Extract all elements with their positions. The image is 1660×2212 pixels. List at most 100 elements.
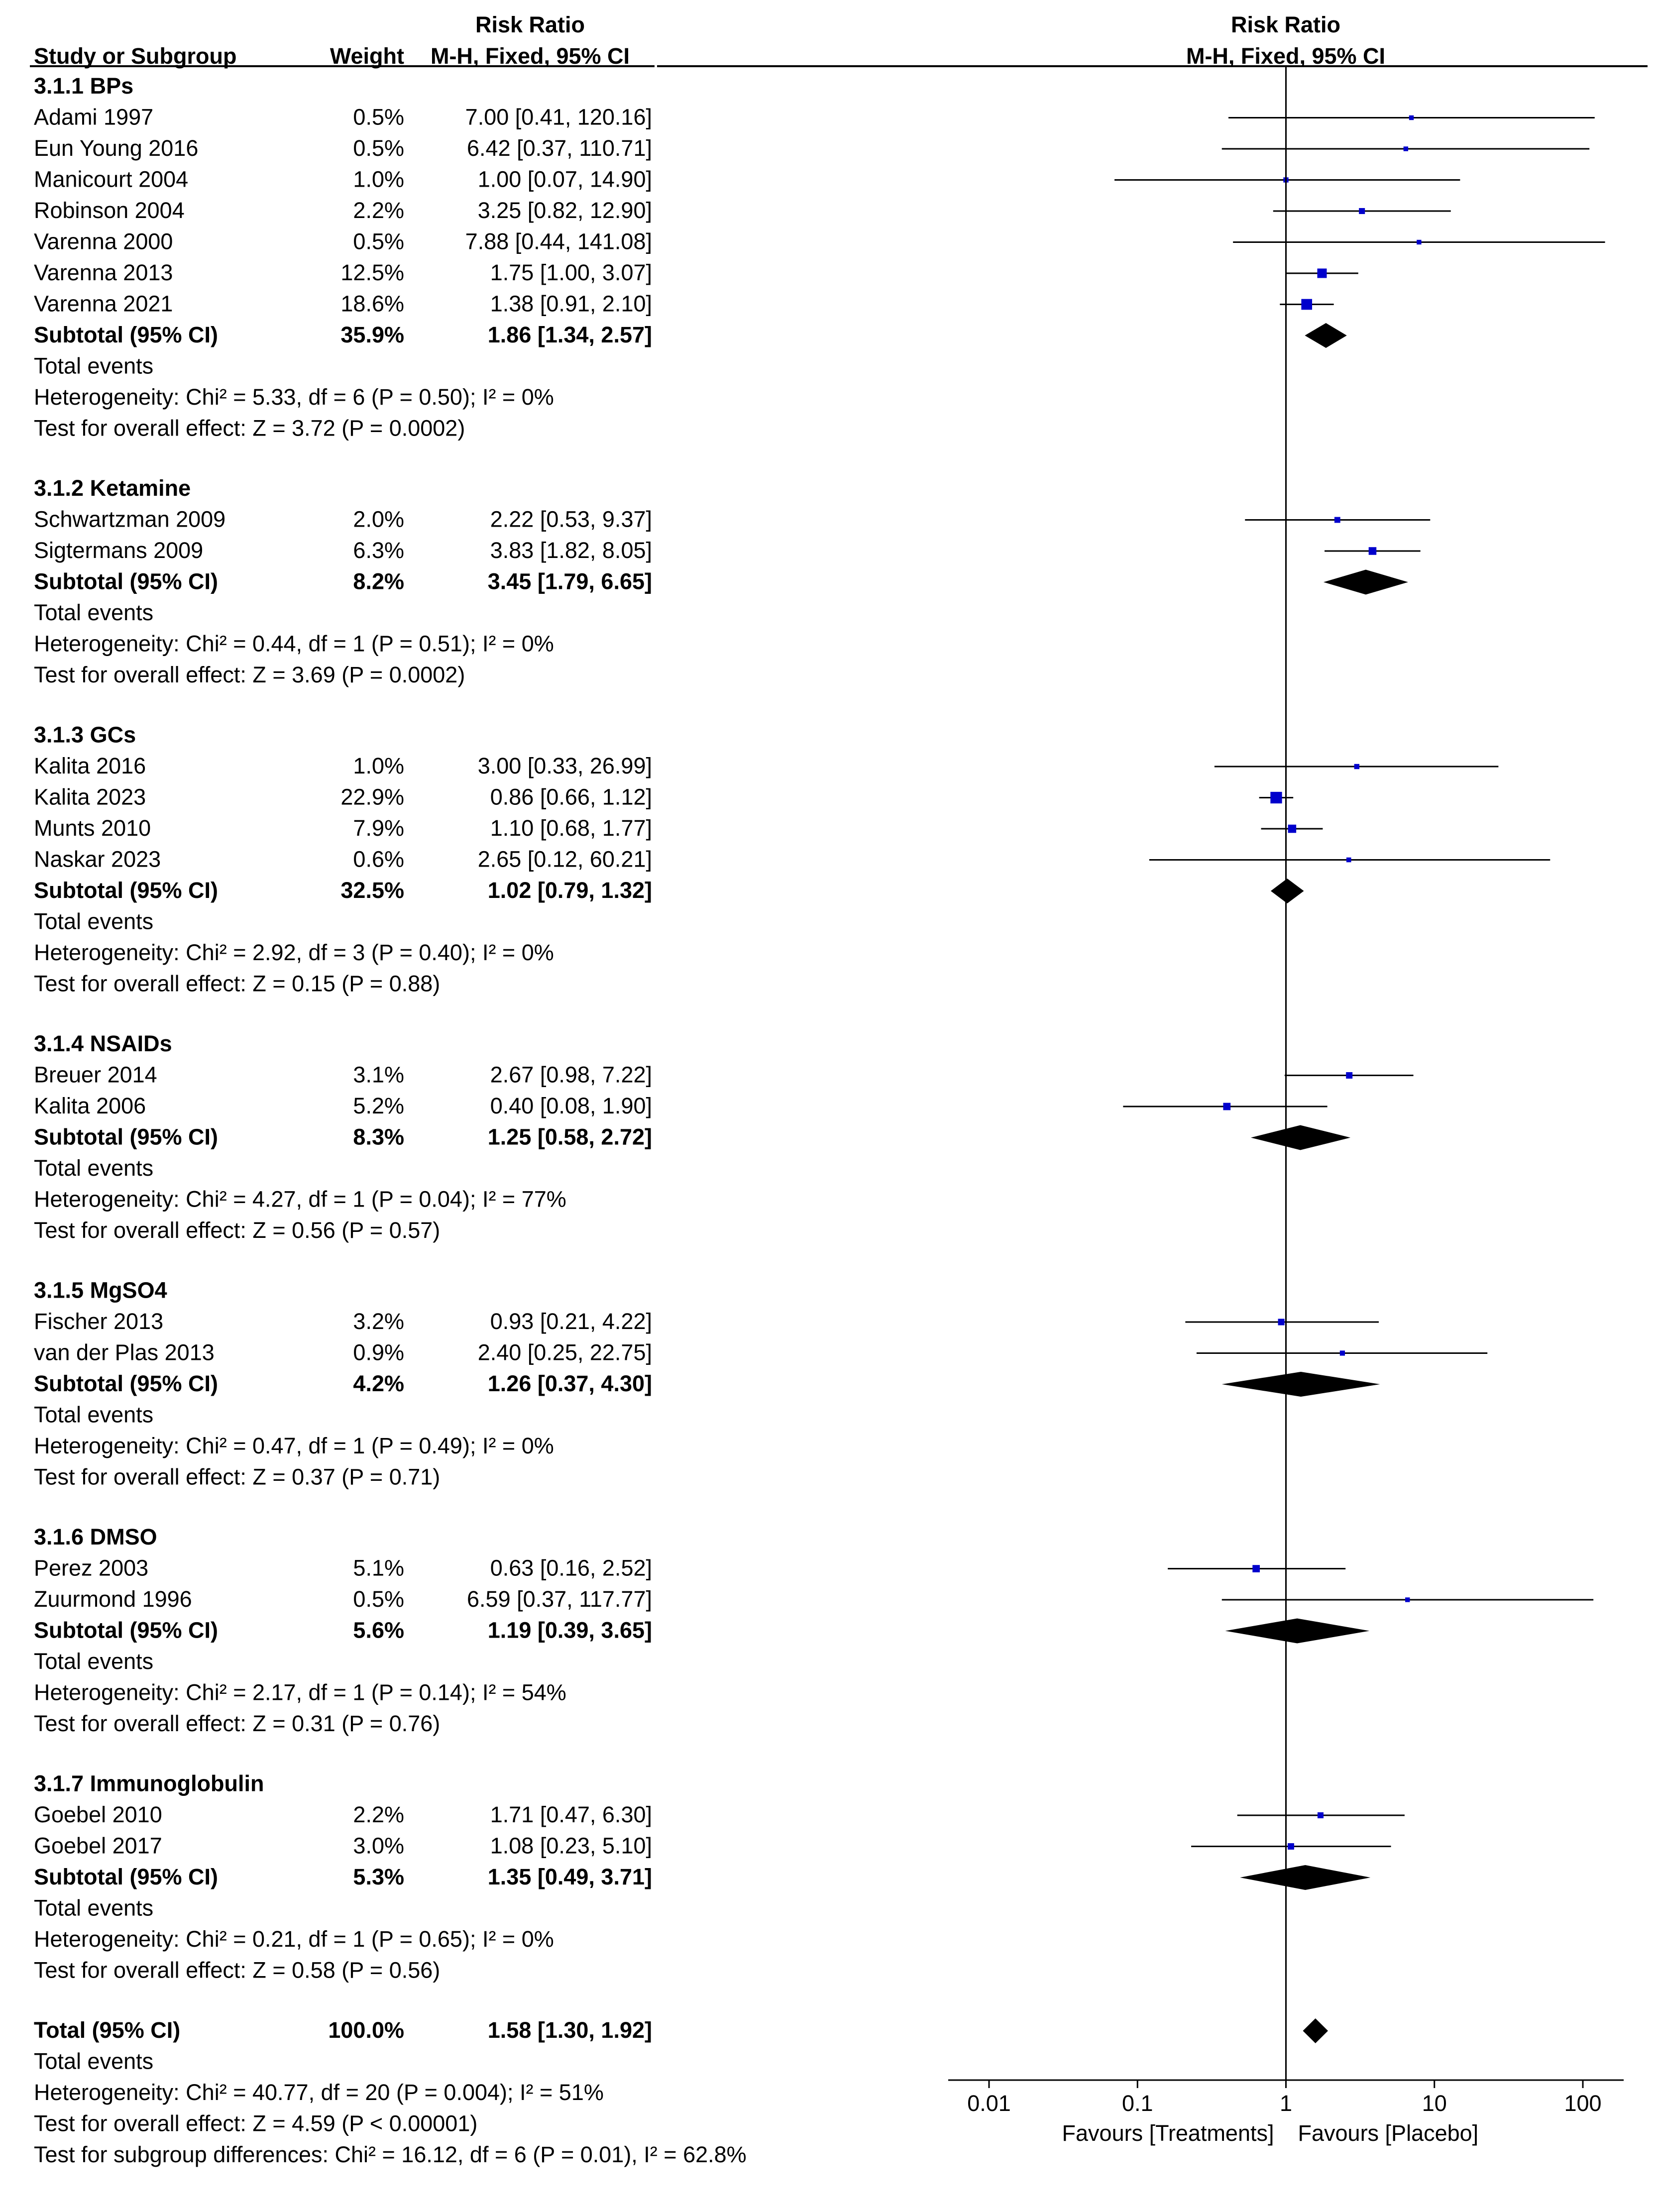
subtotal-weight: 5.6% [353,1618,404,1643]
study-marker [1417,239,1422,245]
study-weight: 0.5% [353,1586,404,1612]
subtotal-diamond [1240,1865,1371,1890]
study-weight: 1.0% [353,753,404,778]
subtotal-ci: 1.35 [0.49, 3.71] [488,1864,652,1889]
total-events-label: Total events [34,909,153,934]
study-name: Munts 2010 [34,815,151,841]
x-tick-label: 100 [1564,2091,1601,2116]
study-weight: 2.2% [353,198,404,223]
study-marker [1278,1319,1285,1326]
total-ci: 1.58 [1.30, 1.92] [488,2017,652,2043]
study-name: Goebel 2017 [34,1833,162,1859]
study-weight: 1.0% [353,167,404,192]
subgroup-differences-text: Test for subgroup differences: Chi² = 16… [34,2142,747,2167]
study-ci: 1.71 [0.47, 6.30] [490,1802,652,1827]
header-study: Study or Subgroup [34,43,236,69]
study-marker [1288,824,1297,833]
header-plot-method: M-H, Fixed, 95% CI [1186,43,1385,69]
study-weight: 3.2% [353,1309,404,1334]
heterogeneity-text: Heterogeneity: Chi² = 2.17, df = 1 (P = … [34,1680,566,1705]
subtotal-ci: 1.19 [0.39, 3.65] [488,1618,652,1643]
study-ci: 0.93 [0.21, 4.22] [490,1309,652,1334]
study-ci: 6.42 [0.37, 110.71] [467,135,652,161]
heterogeneity-text: Heterogeneity: Chi² = 0.44, df = 1 (P = … [34,631,554,657]
study-marker [1270,791,1282,804]
study-ci: 7.00 [0.41, 120.16] [465,105,652,130]
total-weight: 100.0% [328,2017,404,2043]
study-weight: 3.0% [353,1833,404,1859]
header-weight: Weight [330,43,404,69]
study-weight: 12.5% [340,260,404,285]
study-name: Varenna 2000 [34,229,173,254]
subtotal-label: Subtotal (95% CI) [34,1371,218,1396]
overall-effect-text: Test for overall effect: Z = 0.15 (P = 0… [34,971,440,996]
study-ci: 0.40 [0.08, 1.90] [490,1093,652,1118]
total-events-label: Total events [34,1895,153,1921]
header-rr-method: M-H, Fixed, 95% CI [431,43,630,69]
study-marker [1359,208,1365,215]
study-marker [1339,1350,1345,1356]
heterogeneity-text: Heterogeneity: Chi² = 0.47, df = 1 (P = … [34,1433,554,1458]
total-events-label: Total events [34,1402,153,1428]
study-marker [1317,268,1327,278]
study-name: Kalita 2023 [34,784,146,810]
study-ci: 1.08 [0.23, 5.10] [490,1833,652,1859]
study-ci: 1.38 [0.91, 2.10] [490,291,652,317]
study-name: Fischer 2013 [34,1309,163,1334]
total-events-label: Total events [34,600,153,625]
study-weight: 5.2% [353,1093,404,1118]
heterogeneity-text: Heterogeneity: Chi² = 2.92, df = 3 (P = … [34,940,554,965]
study-weight: 22.9% [340,784,404,810]
study-weight: 2.0% [353,507,404,532]
total-overall-effect-text: Test for overall effect: Z = 4.59 (P < 0… [34,2111,477,2136]
overall-effect-text: Test for overall effect: Z = 3.72 (P = 0… [34,416,465,441]
study-name: Sigtermans 2009 [34,538,203,563]
forest-rows: 3.1.1 BPs Adami 1997 0.5% 7.00 [0.41, 120.1… [34,66,1605,2167]
study-weight: 18.6% [340,291,404,317]
overall-effect-text: Test for overall effect: Z = 0.58 (P = 0… [34,1958,440,1983]
study-name: Eun Young 2016 [34,135,198,161]
x-axis: 0.01 0.1 1 10 100 Favours [Treatments] Favours… [948,2079,1624,2146]
subtotal-ci: 1.86 [1.34, 2.57] [488,322,652,347]
x-tick-label: 0.1 [1122,2091,1153,2116]
subtotal-label: Subtotal (95% CI) [34,1124,218,1150]
subtotal-diamond [1221,1372,1380,1397]
subgroup-heading: 3.1.5 MgSO4 [34,1278,167,1303]
study-name: Kalita 2006 [34,1093,146,1118]
study-ci: 2.65 [0.12, 60.21] [478,847,652,872]
overall-effect-text: Test for overall effect: Z = 3.69 (P = 0… [34,662,465,687]
study-marker [1252,1565,1260,1572]
subgroup-heading: 3.1.7 Immunoglobulin [34,1771,264,1796]
study-weight: 0.6% [353,847,404,872]
subtotal-diamond [1305,323,1347,348]
study-name: Perez 2003 [34,1555,148,1581]
subtotal-label: Subtotal (95% CI) [34,1618,218,1643]
header-rr-title: Risk Ratio [475,12,585,37]
heterogeneity-text: Heterogeneity: Chi² = 5.33, df = 6 (P = … [34,384,554,410]
study-weight: 0.5% [353,229,404,254]
subtotal-weight: 8.3% [353,1124,404,1150]
study-ci: 2.22 [0.53, 9.37] [490,507,652,532]
study-name: Adami 1997 [34,105,153,130]
study-weight: 3.1% [353,1062,404,1088]
total-events-label: Total events [34,353,153,379]
total-events-label: Total events [34,1155,153,1181]
study-ci: 2.40 [0.25, 22.75] [478,1340,652,1365]
header-plot-title: Risk Ratio [1231,12,1340,37]
study-ci: 3.00 [0.33, 26.99] [478,753,652,778]
x-tick-label: 1 [1280,2091,1292,2116]
subtotal-label: Subtotal (95% CI) [34,322,218,347]
study-marker [1368,547,1377,555]
x-tick-label: 0.01 [967,2091,1011,2116]
study-ci: 7.88 [0.44, 141.08] [465,229,652,254]
study-name: Kalita 2016 [34,753,146,778]
study-weight: 0.5% [353,105,404,130]
study-ci: 3.83 [1.82, 8.05] [490,538,652,563]
study-marker [1403,146,1409,151]
study-name: Goebel 2010 [34,1802,162,1827]
study-name: Robinson 2004 [34,198,185,223]
study-weight: 6.3% [353,538,404,563]
study-marker [1317,1812,1324,1819]
study-name: Manicourt 2004 [34,167,188,192]
